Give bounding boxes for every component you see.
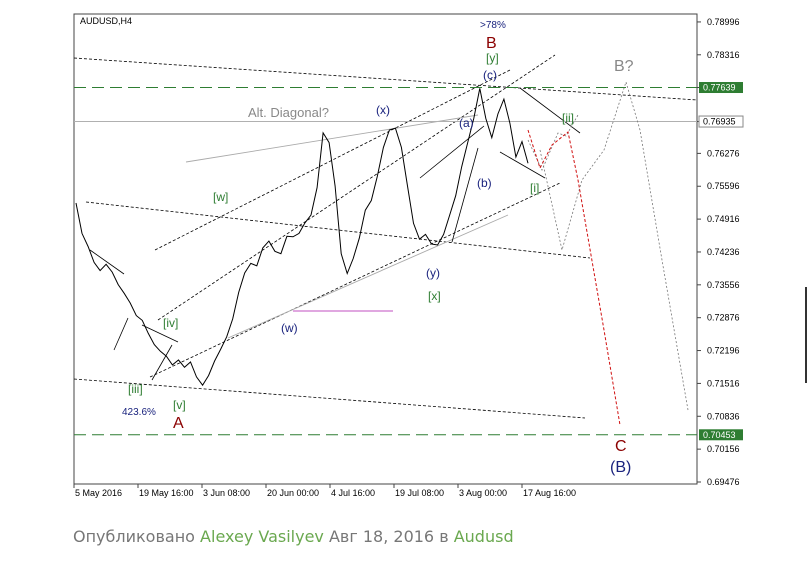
wave-label-b-top: >78% — [480, 20, 506, 31]
y-tick-label: 0.72196 — [707, 346, 740, 356]
level-tag-lower: 0.70453 — [703, 430, 736, 440]
y-tick-label: 0.74916 — [707, 214, 740, 224]
wave-label-a-paren: (a) — [459, 116, 474, 130]
wave-label-fib: 423.6% — [122, 407, 156, 418]
wave-label-y-paren: (y) — [426, 266, 440, 280]
scrollbar-thumb[interactable] — [805, 287, 807, 383]
wave-label-v-bracket: [v] — [173, 398, 186, 412]
y-tick-label: 0.78316 — [707, 50, 740, 60]
wave-label-c-paren: (c) — [483, 68, 497, 82]
wave-label-w-paren: (w) — [281, 321, 298, 335]
wave-label-x-bracket: [x] — [428, 289, 441, 303]
y-tick-label: 0.71516 — [707, 378, 740, 388]
y-tick-label: 0.70836 — [707, 411, 740, 421]
published-date: Авг 18, 2016 в — [328, 527, 449, 546]
y-tick-label: 0.72876 — [707, 313, 740, 323]
wave-label-b: B — [486, 35, 497, 52]
wave-label-x-paren: (x) — [376, 103, 390, 117]
x-tick-label: 3 Jun 08:00 — [203, 488, 250, 498]
wave-label-c: C — [615, 438, 627, 455]
x-tick-label: 19 May 16:00 — [139, 488, 194, 498]
x-tick-label: 17 Aug 16:00 — [523, 488, 576, 498]
publication-line: Опубликовано Alexey Vasilyev Авг 18, 201… — [73, 527, 514, 546]
wave-label-b-paren-big: (B) — [610, 459, 631, 476]
wave-label-iii-bracket: [iii] — [128, 382, 143, 396]
author-link[interactable]: Alexey Vasilyev — [200, 527, 324, 546]
chart-title: AUDUSD,H4 — [80, 16, 132, 26]
time-axis: 5 May 2016 19 May 16:00 3 Jun 08:00 20 Jun … — [73, 484, 576, 498]
x-tick-label: 4 Jul 16:00 — [331, 488, 375, 498]
published-label: Опубликовано — [73, 527, 195, 546]
wave-label-y-bracket: [y] — [486, 51, 499, 65]
y-tick-label: 0.69476 — [707, 477, 740, 487]
y-tick-label: 0.70156 — [707, 444, 740, 454]
y-tick-label: 0.73556 — [707, 280, 740, 290]
wave-label-b-question: B? — [614, 58, 634, 75]
price-series-line — [75, 88, 529, 387]
level-price-tags: 0.77639 0.76935 0.70453 — [698, 82, 744, 441]
forecast-paths — [527, 80, 689, 426]
wave-label-ii-bracket: [ii] — [562, 111, 574, 125]
x-tick-label: 19 Jul 08:00 — [395, 488, 444, 498]
x-tick-label: 3 Aug 00:00 — [459, 488, 507, 498]
wave-labels: >78% B [y] (c) B? [ii] [i] (a) (b) (x) A… — [122, 20, 634, 476]
wave-label-iv-bracket: [iv] — [163, 316, 178, 330]
wave-label-alt-diagonal: Alt. Diagonal? — [248, 105, 329, 120]
level-tag-upper: 0.77639 — [703, 83, 736, 93]
y-tick-label: 0.78996 — [707, 17, 740, 27]
wave-label-w-bracket: [w] — [213, 190, 228, 204]
price-chart: AUDUSD,H4 0.789960.783160.776390.769350.… — [73, 13, 744, 498]
level-tag-middle: 0.76935 — [703, 117, 736, 127]
horizontal-levels — [74, 87, 697, 436]
wave-label-i-bracket: [i] — [530, 181, 539, 195]
channel-link[interactable]: Audusd — [453, 527, 514, 546]
y-tick-label: 0.75596 — [707, 181, 740, 191]
y-tick-label: 0.74236 — [707, 247, 740, 257]
x-tick-label: 5 May 2016 — [75, 488, 122, 498]
plot-frame — [73, 13, 698, 485]
trend-lines — [73, 54, 698, 419]
wave-label-b-paren: (b) — [477, 176, 492, 190]
x-tick-label: 20 Jun 00:00 — [267, 488, 319, 498]
wave-label-a: A — [173, 415, 184, 432]
y-tick-label: 0.76276 — [707, 148, 740, 158]
